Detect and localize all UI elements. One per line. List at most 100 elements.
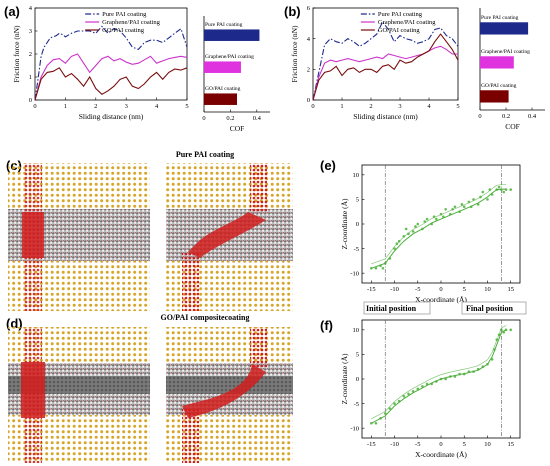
cof-tick-label: 0.2: [502, 113, 510, 120]
cof-category-label: Pure PAI coating: [205, 22, 243, 28]
scatter-point: [460, 203, 464, 206]
x-tick-label: 5: [463, 286, 466, 293]
y-axis-label: Friction force (nN): [12, 25, 21, 83]
x-tick-label: 5: [185, 103, 188, 110]
sim-title-pure: Pure PAI coating: [176, 150, 234, 159]
fit-curve-upper: [371, 184, 507, 265]
cof-bar-0: [204, 29, 260, 41]
friction-chart-b: 0 1 2 3 4 5 0 2 4 6 Sliding distance (nm) Friction …: [290, 5, 460, 121]
scatter-point: [486, 198, 489, 201]
cof-bar-1: [204, 61, 241, 73]
position-labels: Initial position Final position: [363, 301, 527, 315]
snapshot-pure-initial: [8, 163, 150, 311]
y-tick-label: 3: [29, 28, 32, 35]
fit-curve-upper: [371, 325, 507, 420]
scatter-point: [383, 412, 387, 415]
trajectory-chart-e: -15 -10 -5 0 5 10 15 -10 -5 0 5 10 X-coordinate (Å) Z…: [340, 164, 521, 304]
scatter-point: [374, 421, 378, 425]
cof-category-label: Graphene/PAI coating: [205, 54, 254, 60]
trajectory-chart-f: -15 -10 -5 0 5 10 15 -10 -5 0 5 10 X-coordinate (Å) Z…: [340, 319, 521, 459]
scatter-point: [402, 234, 406, 238]
x-tick-label: 0: [311, 103, 314, 110]
series-line-1: [34, 53, 188, 101]
panel-label-e: (e): [320, 158, 336, 173]
x-tick-label: 15: [507, 441, 514, 448]
scatter-point: [404, 227, 408, 231]
cof-bar-1: [480, 56, 514, 69]
initial-position-label: Initial position: [366, 304, 417, 313]
x-axis-label: X-coordinate (Å): [415, 450, 467, 459]
y-tick-label: 10: [353, 172, 360, 179]
scatter-point: [425, 217, 429, 221]
cof-category-label: Graphene/PAI coating: [481, 49, 530, 55]
scatter-point: [407, 392, 410, 396]
y-tick-label: -10: [350, 270, 359, 277]
y-tick-label: 5: [356, 197, 359, 204]
legend-label-2: GO/PAI coating: [102, 27, 145, 34]
x-tick-label: 0: [439, 286, 442, 293]
y-axis-label: Friction force (nN): [290, 25, 299, 83]
y-tick-label: 4: [307, 36, 311, 43]
panel-a-cof-bars: Pure PAI coating Graphene/PAI coating GO/P…: [202, 16, 270, 133]
scatter-point: [402, 394, 406, 398]
x-tick-label: 5: [463, 441, 466, 448]
x-tick-label: -15: [367, 286, 376, 293]
x-tick-label: -5: [415, 286, 420, 293]
scatter-point: [462, 205, 466, 209]
x-tick-label: 1: [340, 103, 343, 110]
y-axis-label: Z-coordinate (Å): [340, 353, 349, 405]
panel-a-friction-plot: (a) 0 1 2 3 4 5 0 1 2 3 4 Sliding distance (nm) Fric…: [4, 4, 189, 121]
cof-bar-2: [480, 90, 509, 103]
y-tick-label: 2: [307, 67, 310, 74]
scatter-point: [393, 402, 396, 405]
y-tick-label: 1: [29, 74, 32, 81]
y-axis-label: Z-coordinate (Å): [340, 198, 349, 250]
panel-f-trajectory: (f) -15 -10 -5 0 5 10 15 -10 -5 0 5 10 X-coordinate …: [320, 318, 521, 459]
x-tick-label: -15: [367, 441, 376, 448]
cof-category-label: GO/PAI coating: [205, 86, 241, 92]
y-tick-label: 0: [356, 376, 359, 383]
x-tick-label: 4: [427, 103, 431, 110]
cof-tick-label: 0: [478, 113, 481, 120]
panel-d-md-snapshots: (d) GO/PAI compositecoating: [6, 313, 293, 463]
panel-label-b: (b): [284, 4, 301, 19]
scatter-point: [435, 217, 438, 221]
x-axis-label: Sliding distance (nm): [353, 112, 418, 121]
cof-category-label: Pure PAI coating: [481, 15, 519, 21]
x-tick-label: 3: [398, 103, 401, 110]
legend-label-2: GO/PAI coating: [378, 27, 421, 34]
x-tick-label: 3: [125, 103, 128, 110]
y-tick-label: 2: [29, 51, 32, 58]
x-tick-label: 4: [155, 103, 159, 110]
scatter-point: [381, 266, 385, 270]
cof-tick-label: 0: [202, 115, 205, 122]
panel-c-md-snapshots: (c) Pure PAI coating: [6, 150, 293, 311]
snapshot-go-initial: [8, 327, 150, 463]
x-tick-label: 15: [507, 286, 514, 293]
cof-category-label: GO/PAI coating: [481, 83, 517, 89]
x-axis-label: Sliding distance (nm): [79, 112, 144, 121]
y-tick-label: -5: [354, 401, 359, 408]
y-tick-label: 4: [29, 5, 33, 12]
x-axis-label: X-coordinate (Å): [415, 295, 467, 304]
plot-frame: [361, 164, 521, 284]
series-line-1: [312, 45, 458, 101]
scatter-point: [442, 215, 445, 218]
legend-label-1: Graphene/PAI coating: [102, 19, 160, 26]
scatter-point: [411, 230, 415, 233]
scatter-point: [453, 205, 457, 209]
series-line-2: [312, 33, 459, 101]
scatter-point: [414, 225, 417, 228]
panel-b-friction-plot: (b) 0 1 2 3 4 5 0 2 4 6 Sliding distance (nm) Frict…: [284, 4, 460, 121]
y-tick-label: 6: [307, 5, 311, 12]
x-tick-label: 5: [456, 103, 459, 110]
y-tick-label: -5: [354, 246, 359, 253]
cof-axis-label: COF: [230, 124, 245, 133]
scatter-point: [388, 407, 392, 410]
scatter-point: [497, 185, 501, 189]
scatter-point: [416, 222, 420, 226]
final-position-label: Final position: [466, 304, 513, 313]
scatter-point: [509, 328, 513, 332]
x-tick-label: 1: [64, 103, 67, 110]
